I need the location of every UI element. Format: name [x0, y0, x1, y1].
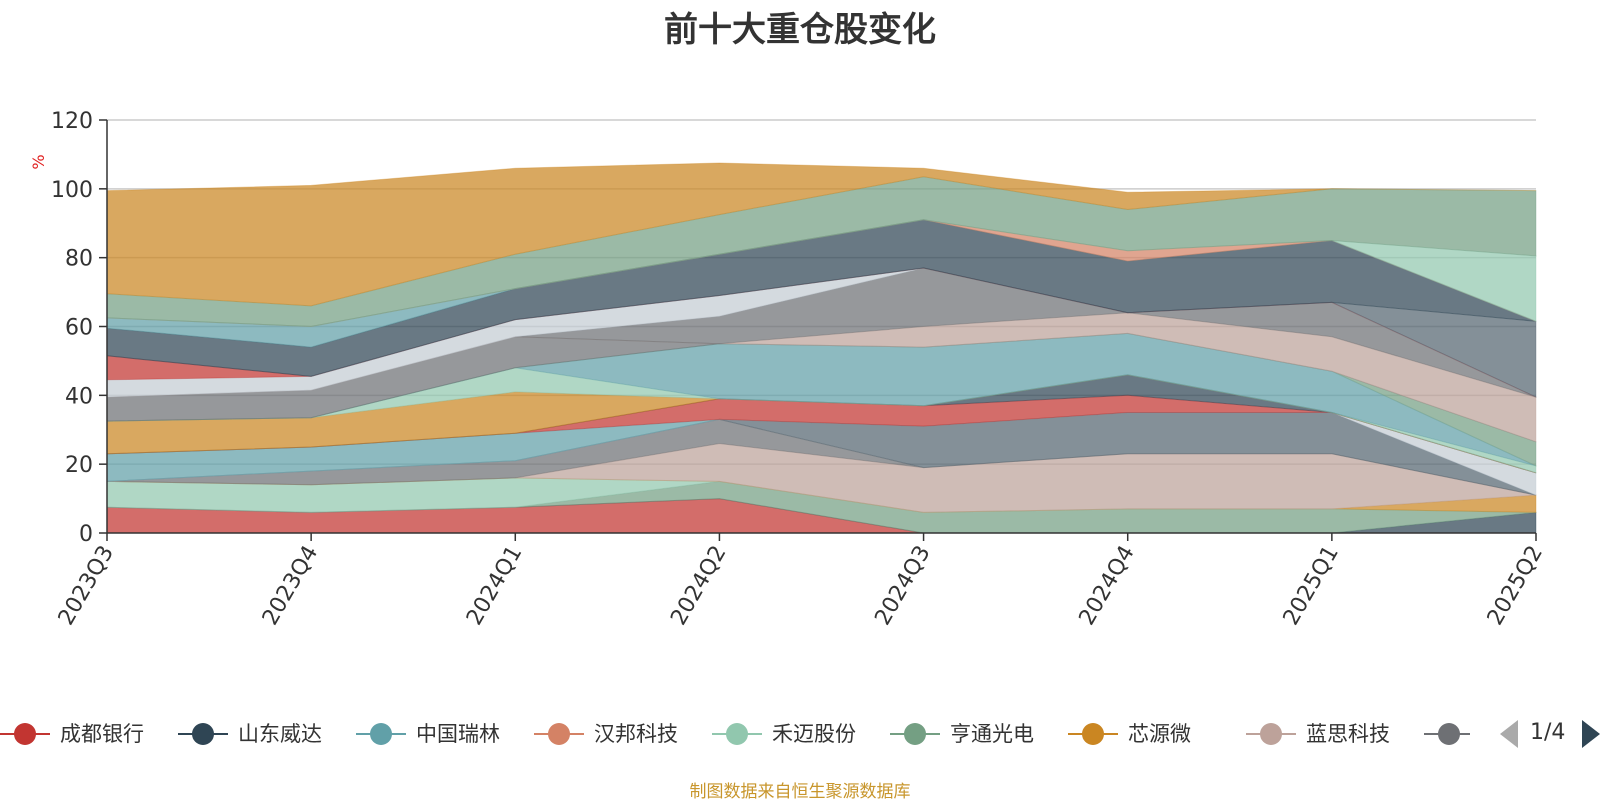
legend-label: 汉邦科技: [594, 722, 678, 746]
x-tick-label: 2023Q4: [258, 542, 323, 630]
legend-label: 亨通光电: [950, 722, 1034, 746]
legend-item[interactable]: 蓝思科技: [1246, 714, 1416, 754]
legend-circle-icon: [904, 723, 926, 745]
legend-item[interactable]: 成都银行: [0, 714, 170, 754]
legend-circle-icon: [1438, 723, 1460, 745]
x-tick-label: 2024Q2: [666, 542, 731, 630]
legend-circle-icon: [1260, 723, 1282, 745]
x-tick-label: 2025Q1: [1279, 542, 1344, 630]
footer-source-note: 制图数据来自恒生聚源数据库: [689, 782, 911, 802]
y-tick-labels: 0 20 40 60 80 100 120: [51, 109, 93, 547]
y-tick-label: 120: [51, 109, 93, 134]
legend-prev-page-icon[interactable]: [1500, 720, 1518, 748]
legend-item[interactable]: 山东威达: [178, 714, 348, 754]
x-tick-label: 2024Q3: [870, 542, 935, 630]
legend-next-page-icon[interactable]: [1582, 720, 1600, 748]
chart-title: 前十大重仓股变化: [664, 10, 936, 50]
legend-pager: 1/4: [1494, 714, 1600, 754]
area-series-16: [106, 332, 1537, 443]
x-tick-label: 2024Q1: [462, 542, 527, 630]
legend-label: 中国瑞林: [416, 722, 500, 746]
legend-item[interactable]: 芯源微: [1068, 714, 1238, 754]
legend-page-indicator: 1/4: [1530, 720, 1566, 745]
legend-label: 禾迈股份: [772, 722, 856, 746]
legend-item[interactable]: 广汽集团: [1424, 714, 1470, 754]
y-axis-label: %: [29, 154, 48, 169]
x-tick-label: 2024Q4: [1075, 542, 1140, 630]
area-series-27: [106, 162, 1537, 307]
area-series-4: [106, 477, 1537, 513]
legend-item[interactable]: 中国瑞林: [356, 714, 526, 754]
legend-item[interactable]: 汉邦科技: [534, 714, 704, 754]
legend-circle-icon: [1082, 723, 1104, 745]
legend: 成都银行 山东威达 中国瑞林 汉邦科技 禾迈股份 亨通光电 芯源微 蓝思科技 广汽集团: [0, 714, 1470, 754]
legend-label: 成都银行: [60, 722, 144, 746]
y-tick-label: 80: [65, 247, 93, 272]
y-tick-label: 100: [51, 178, 93, 203]
axes: [99, 119, 1537, 541]
area-series-17: [106, 312, 1537, 443]
area-series-13: [106, 367, 1537, 474]
y-tick-label: 60: [65, 316, 93, 341]
y-tick-label: 0: [79, 522, 93, 547]
legend-item[interactable]: 禾迈股份: [712, 714, 882, 754]
legend-circle-icon: [14, 723, 36, 745]
legend-circle-icon: [370, 723, 392, 745]
legend-item[interactable]: 亨通光电: [890, 714, 1060, 754]
y-tick-label: 40: [65, 384, 93, 409]
legend-circle-icon: [192, 723, 214, 745]
legend-circle-icon: [548, 723, 570, 745]
legend-label: 芯源微: [1128, 722, 1191, 746]
x-tick-label: 2023Q3: [54, 542, 119, 630]
x-tick-label: 2025Q2: [1483, 542, 1548, 630]
legend-circle-icon: [726, 723, 748, 745]
legend-label: 蓝思科技: [1306, 722, 1390, 746]
x-tick-labels: 2023Q3 2023Q4 2024Q1 2024Q2 2024Q3 2024Q4 2025…: [54, 542, 1548, 630]
legend-label: 山东威达: [238, 722, 322, 746]
area-series: [106, 162, 1537, 534]
area-series-12: [106, 374, 1537, 474]
y-tick-label: 20: [65, 453, 93, 478]
